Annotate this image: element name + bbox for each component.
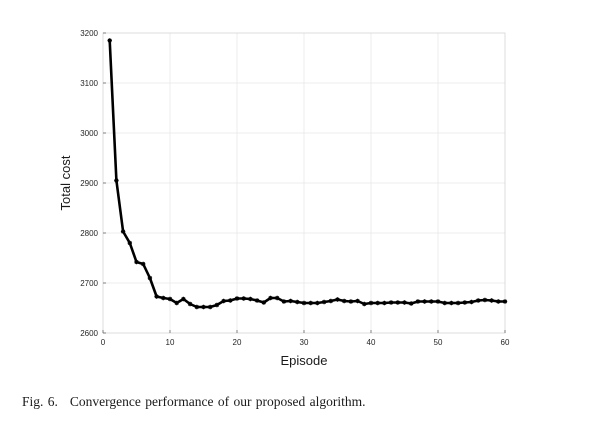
data-point bbox=[241, 296, 246, 301]
x-tick-label: 10 bbox=[166, 338, 175, 347]
data-point bbox=[449, 300, 454, 306]
y-tick-label: 3000 bbox=[80, 129, 98, 138]
data-point bbox=[415, 299, 421, 304]
data-point bbox=[228, 298, 233, 303]
data-point bbox=[194, 304, 199, 310]
x-tick-label: 40 bbox=[367, 338, 376, 347]
data-point bbox=[315, 300, 320, 306]
data-point bbox=[254, 298, 260, 303]
data-point bbox=[308, 300, 313, 306]
x-tick-label: 30 bbox=[300, 338, 309, 347]
y-tick-label: 2600 bbox=[80, 329, 98, 338]
data-point bbox=[388, 300, 394, 305]
x-tick-label: 0 bbox=[101, 338, 106, 347]
data-point bbox=[409, 301, 414, 306]
data-point bbox=[382, 300, 387, 306]
data-point bbox=[161, 295, 166, 301]
data-point bbox=[281, 299, 287, 304]
y-tick-label: 2800 bbox=[80, 229, 98, 238]
data-point bbox=[342, 298, 347, 304]
data-point bbox=[107, 38, 112, 43]
data-point bbox=[429, 299, 434, 304]
data-point bbox=[261, 300, 266, 305]
data-point bbox=[141, 261, 146, 267]
data-point bbox=[301, 300, 307, 306]
data-point bbox=[321, 299, 327, 305]
data-point bbox=[502, 299, 508, 304]
data-point bbox=[348, 299, 354, 304]
y-tick-label: 3100 bbox=[80, 79, 98, 88]
figure-number: Fig. 6. bbox=[22, 394, 58, 409]
data-point bbox=[462, 300, 467, 305]
data-point bbox=[221, 298, 226, 304]
grid-lines bbox=[103, 33, 505, 333]
data-point bbox=[442, 300, 447, 306]
data-point bbox=[482, 297, 488, 303]
figure-caption: Fig. 6. Convergence performance of our pr… bbox=[22, 394, 366, 410]
data-point bbox=[469, 299, 474, 305]
data-point bbox=[422, 299, 427, 304]
data-point bbox=[167, 296, 173, 302]
data-point bbox=[181, 296, 186, 302]
data-point bbox=[134, 259, 139, 265]
data-point bbox=[114, 178, 119, 183]
data-point bbox=[335, 297, 340, 302]
data-point bbox=[208, 304, 213, 310]
x-tick-label: 50 bbox=[434, 338, 443, 347]
data-point bbox=[120, 229, 126, 234]
caption-text: Convergence performance of our proposed … bbox=[69, 394, 366, 409]
series-total-cost bbox=[107, 38, 508, 310]
data-point bbox=[295, 299, 300, 305]
y-tick-label: 2700 bbox=[80, 279, 98, 288]
data-point bbox=[496, 299, 501, 304]
data-point bbox=[275, 295, 280, 301]
data-point bbox=[174, 300, 179, 306]
data-point bbox=[368, 300, 374, 306]
data-point bbox=[268, 295, 273, 301]
data-point bbox=[476, 298, 481, 303]
data-point bbox=[201, 304, 206, 310]
data-point bbox=[234, 296, 240, 301]
data-point bbox=[147, 275, 153, 281]
data-point bbox=[435, 299, 441, 304]
data-point bbox=[154, 294, 159, 299]
data-point bbox=[489, 298, 494, 303]
data-point bbox=[248, 296, 253, 302]
data-point bbox=[355, 298, 360, 304]
x-axis-label: Episode bbox=[281, 353, 328, 368]
y-tick-label: 3200 bbox=[80, 29, 98, 38]
data-point bbox=[127, 240, 132, 246]
data-point bbox=[402, 300, 407, 305]
data-point bbox=[288, 298, 293, 304]
data-point bbox=[375, 300, 380, 306]
data-point bbox=[328, 298, 333, 304]
y-axis-label: Total cost bbox=[58, 155, 73, 210]
data-point bbox=[187, 301, 193, 307]
x-tick-label: 20 bbox=[233, 338, 242, 347]
data-point bbox=[455, 300, 461, 306]
y-tick-label: 2900 bbox=[80, 179, 98, 188]
data-point bbox=[214, 302, 220, 308]
data-point bbox=[395, 300, 400, 305]
data-point bbox=[362, 301, 367, 307]
series-line bbox=[108, 39, 507, 309]
x-tick-label: 60 bbox=[501, 338, 510, 347]
axis-ticks: 0 10 20 30 40 50 60 2600 2700 2800 2900 3000 3100 320… bbox=[80, 29, 510, 347]
